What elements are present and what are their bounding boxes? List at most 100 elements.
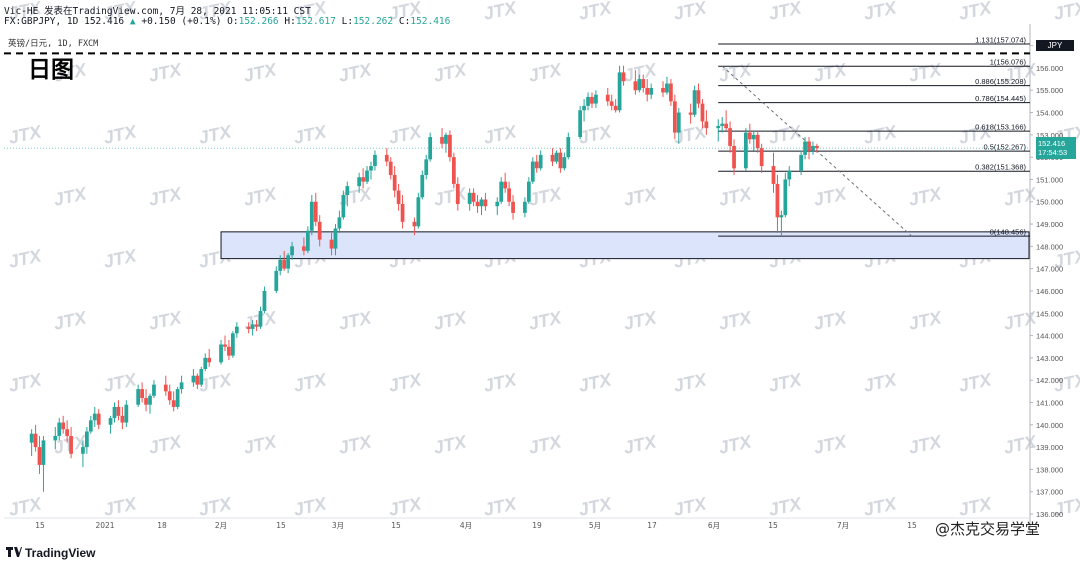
candle-body bbox=[69, 435, 73, 454]
symbol-label: FX:GBPJPY, 1D bbox=[4, 16, 79, 27]
candle-body bbox=[400, 203, 405, 222]
watermark-text: JTX bbox=[907, 307, 944, 334]
watermark-text: JTX bbox=[907, 183, 944, 210]
watermark-text: JTX bbox=[482, 493, 519, 520]
watermark-layer: JTX JTX JTX JTX JTX JTX JTX JTX JTX JTX JTX JTX JTX J… bbox=[7, 0, 1080, 520]
watermark-text: JTX bbox=[292, 493, 329, 520]
tradingview-logo-text: TradingView bbox=[25, 546, 96, 560]
candle-body bbox=[120, 415, 125, 423]
candle-body bbox=[538, 154, 543, 169]
fib-level-label: 1.131(157.074) bbox=[975, 35, 1026, 44]
x-tick-label: 2月 bbox=[215, 521, 227, 530]
open-label: O: bbox=[227, 16, 239, 27]
watermark-text: JTX bbox=[102, 493, 139, 520]
x-tick-label: 6月 bbox=[708, 521, 720, 530]
candle-body bbox=[246, 326, 251, 329]
price-change: +0.150 (+0.1%) bbox=[141, 16, 222, 27]
candle-body bbox=[747, 132, 752, 140]
y-tick-label: 148.000 bbox=[1036, 242, 1063, 251]
watermark-text: JTX bbox=[907, 59, 944, 86]
watermark-text: JTX bbox=[672, 493, 709, 520]
candle-body bbox=[526, 181, 531, 202]
x-tick-label: 5月 bbox=[589, 521, 601, 530]
candle-body bbox=[566, 137, 571, 158]
y-tick-label: 136.000 bbox=[1036, 510, 1063, 519]
watermark-text: JTX bbox=[387, 0, 424, 24]
fib-level-label: 0(148.456) bbox=[990, 228, 1027, 237]
candle-body bbox=[227, 346, 231, 356]
y-tick-label: 142.000 bbox=[1036, 376, 1063, 385]
y-tick-label: 138.000 bbox=[1036, 465, 1063, 474]
watermark-text: JTX bbox=[907, 431, 944, 458]
candle-body bbox=[223, 344, 227, 347]
candle-body bbox=[329, 239, 334, 249]
candle-body bbox=[455, 183, 460, 204]
watermark-text: JTX bbox=[432, 183, 469, 210]
x-tick-label: 15 bbox=[391, 521, 401, 530]
candle-body bbox=[645, 87, 650, 95]
candle-body bbox=[590, 96, 594, 104]
candle-body bbox=[755, 134, 760, 149]
candle-body bbox=[84, 431, 89, 448]
watermark-text: JTX bbox=[577, 0, 614, 24]
candle-body bbox=[471, 192, 476, 202]
candle-body bbox=[262, 290, 267, 312]
x-tick-label: 7月 bbox=[837, 521, 849, 530]
fib-level-label: 0.786(154.445) bbox=[975, 94, 1026, 103]
candle-body bbox=[720, 123, 725, 126]
candle-body bbox=[696, 90, 701, 104]
candle-body bbox=[179, 382, 184, 390]
candle-body bbox=[787, 170, 792, 180]
fib-level-label: 0.5(152.267) bbox=[983, 143, 1026, 152]
watermark-text: JTX bbox=[102, 369, 139, 396]
candle-body bbox=[171, 400, 176, 407]
candle-body bbox=[503, 181, 508, 189]
y-tick-label: 143.000 bbox=[1036, 354, 1063, 363]
candle-body bbox=[507, 188, 511, 202]
candle-body bbox=[384, 154, 389, 162]
watermark-text: JTX bbox=[337, 431, 374, 458]
candle-body bbox=[672, 101, 677, 133]
y-tick-label: 155.000 bbox=[1036, 86, 1063, 95]
watermark-text: JTX bbox=[527, 431, 564, 458]
candle-body bbox=[637, 79, 642, 91]
watermark-text: JTX bbox=[622, 183, 659, 210]
watermark-text: JTX bbox=[622, 307, 659, 334]
y-tick-label: 153.000 bbox=[1036, 131, 1063, 140]
candle-body bbox=[88, 420, 93, 432]
candle-body bbox=[499, 181, 504, 202]
candle-body bbox=[317, 221, 322, 240]
y-tick-label: 150.000 bbox=[1036, 198, 1063, 207]
footer-bar bbox=[0, 537, 1080, 566]
candle-body bbox=[669, 83, 673, 102]
candle-body bbox=[448, 134, 452, 158]
watermark-text: JTX bbox=[812, 431, 849, 458]
watermark-text: JTX bbox=[482, 0, 519, 24]
candle-body bbox=[65, 429, 70, 436]
x-tick-label: 15 bbox=[276, 521, 286, 530]
watermark-text: JTX bbox=[672, 369, 709, 396]
candle-body bbox=[388, 161, 393, 175]
close-value: 152.416 bbox=[410, 16, 451, 27]
candle-body bbox=[357, 177, 362, 187]
watermark-text: JTX bbox=[147, 183, 184, 210]
watermark-text: JTX bbox=[102, 245, 139, 272]
watermark-text: JTX bbox=[1052, 0, 1080, 24]
candle-body bbox=[475, 201, 480, 207]
watermark-text: JTX bbox=[242, 183, 279, 210]
last-price-tag: 152.416 17:54:53 bbox=[1036, 137, 1076, 159]
tradingview-logo[interactable]: TradingView bbox=[6, 546, 95, 560]
candle-body bbox=[605, 94, 610, 102]
candle-body bbox=[412, 221, 417, 227]
high-label: H: bbox=[284, 16, 296, 27]
candle-body bbox=[57, 422, 62, 436]
candle-body bbox=[234, 326, 239, 334]
y-tick-label: 156.000 bbox=[1036, 64, 1063, 73]
candle-body bbox=[807, 141, 811, 151]
y-tick-label: 149.000 bbox=[1036, 220, 1063, 229]
close-label: C: bbox=[398, 16, 411, 27]
x-tick-label: 3月 bbox=[332, 521, 344, 530]
candle-body bbox=[167, 391, 172, 401]
candle-body bbox=[278, 259, 283, 271]
